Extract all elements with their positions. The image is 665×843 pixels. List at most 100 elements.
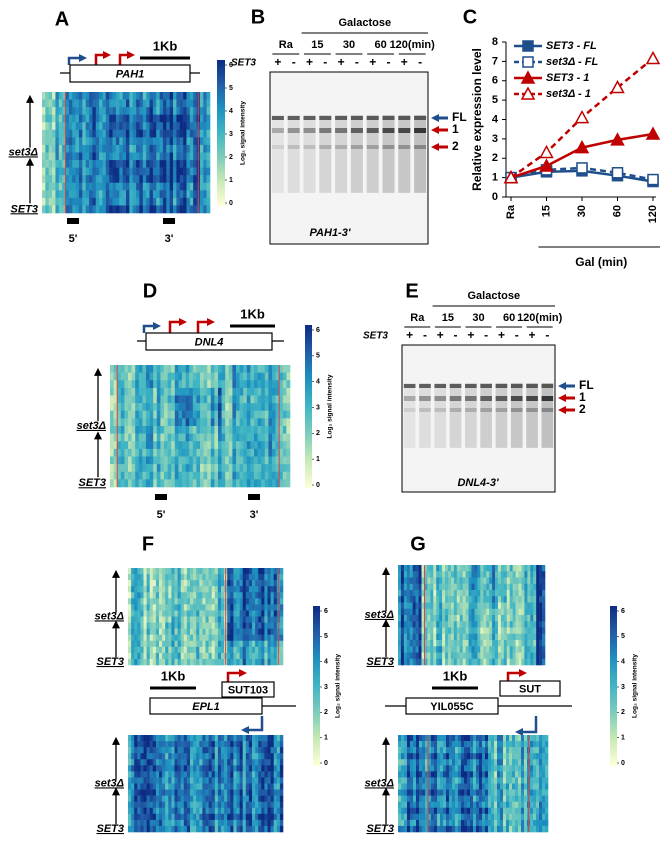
heatmap-cell xyxy=(143,801,147,809)
heatmap-cell xyxy=(92,122,97,131)
heatmap-cell xyxy=(228,372,233,381)
heatmap-cell xyxy=(99,99,103,108)
heatmap-cell xyxy=(156,152,160,161)
heatmap-cell xyxy=(196,592,200,599)
heatmap-cell xyxy=(117,448,122,457)
heatmap-cell xyxy=(146,152,150,161)
heatmap-cell xyxy=(264,801,268,809)
heatmap-cell xyxy=(286,448,291,457)
heatmap-cell xyxy=(42,107,46,115)
heatmap-cell xyxy=(155,646,160,654)
heatmap-cell xyxy=(126,167,130,176)
heatmap-cell xyxy=(183,819,188,827)
heatmap-cell xyxy=(270,825,274,833)
heatmap-cell xyxy=(433,627,437,635)
heatmap-cell xyxy=(180,568,185,575)
heatmap-cell xyxy=(75,182,80,191)
heatmap-cell xyxy=(183,789,188,796)
heatmap-cell xyxy=(192,441,197,450)
heatmap-cell xyxy=(183,783,188,790)
heatmap-cell xyxy=(149,747,154,754)
heatmap-cell xyxy=(221,759,225,766)
heatmap-cell xyxy=(143,819,147,827)
heatmap-cell xyxy=(497,583,502,591)
heatmap-cell xyxy=(422,819,426,827)
heatmap-cell xyxy=(128,568,132,575)
heatmap-cell xyxy=(203,387,208,396)
heatmap-cell xyxy=(169,137,174,146)
heatmap-cell xyxy=(509,652,513,660)
heatmap-cell xyxy=(494,789,498,796)
heatmap-cell xyxy=(467,825,471,833)
heatmap-cell xyxy=(140,759,144,766)
heatmap-cell xyxy=(239,652,243,660)
heatmap-cell xyxy=(120,372,125,381)
heatmap-cell xyxy=(446,735,450,742)
heatmap-cell xyxy=(128,426,132,434)
heatmap-cell xyxy=(470,765,474,772)
heatmap-cell xyxy=(409,608,413,616)
heatmap-cell xyxy=(412,633,416,641)
heatmap-cell xyxy=(512,583,516,591)
heatmap-cell xyxy=(115,160,120,168)
heatmap-cell xyxy=(433,565,437,572)
heatmap-cell xyxy=(479,777,483,784)
heatmap-cell xyxy=(476,771,480,778)
heatmap-cell xyxy=(55,205,60,214)
heatmap-cell xyxy=(471,590,475,597)
heatmap-cell xyxy=(268,479,273,488)
heatmap-cell xyxy=(225,418,230,427)
heatmap-cell xyxy=(138,456,143,465)
heatmap-cell xyxy=(146,628,150,635)
heatmap-cell xyxy=(449,825,453,833)
heatmap-cell xyxy=(270,765,274,772)
heatmap-cell xyxy=(129,92,134,100)
heatmap-cell xyxy=(261,456,266,465)
heatmap-cell xyxy=(497,608,502,616)
heatmap-cell xyxy=(190,652,194,660)
heatmap-cell xyxy=(404,807,408,815)
heatmap-cell xyxy=(165,592,169,599)
heatmap-cell xyxy=(92,205,97,214)
heatmap-cell xyxy=(412,646,416,653)
heatmap-cell xyxy=(149,604,154,611)
heatmap-cell xyxy=(82,205,86,214)
heatmap-cell xyxy=(489,646,493,653)
heatmap-cell xyxy=(129,152,134,161)
heatmap-cell xyxy=(539,608,543,616)
heatmap-cell xyxy=(232,456,237,465)
heatmap-cell xyxy=(78,144,83,153)
heatmap-cell xyxy=(149,144,154,153)
heatmap-cell xyxy=(524,747,528,754)
heatmap-cell xyxy=(449,747,453,754)
heatmap-cell xyxy=(196,479,201,488)
heatmap-cell xyxy=(403,627,408,635)
heatmap-cell xyxy=(162,652,166,660)
heatmap-cell xyxy=(149,426,154,434)
heatmap-cell xyxy=(258,646,262,654)
heatmap-cell xyxy=(536,795,540,802)
heatmap-cell xyxy=(512,735,516,742)
heatmap-cell xyxy=(524,741,528,748)
heatmap-cell xyxy=(137,783,141,790)
heatmap-cell xyxy=(418,577,422,585)
heatmap-cell xyxy=(48,122,53,131)
heatmap-cell xyxy=(536,652,540,660)
heatmap-cell xyxy=(109,122,113,131)
heatmap-cell xyxy=(239,640,243,648)
heatmap-cell xyxy=(135,410,140,419)
heatmap-cell xyxy=(239,741,243,748)
heatmap-cell xyxy=(110,403,114,412)
heatmap-cell xyxy=(261,598,265,605)
heatmap-cell xyxy=(250,471,255,480)
heatmap-cell xyxy=(491,789,495,796)
heatmap-cell xyxy=(512,640,516,647)
heatmap-cell xyxy=(178,471,183,480)
heatmap-cell xyxy=(214,759,219,766)
heatmap-cell xyxy=(489,615,493,622)
heatmap-cell xyxy=(193,616,197,623)
heatmap-cell xyxy=(272,395,276,404)
heatmap-cell xyxy=(139,107,144,115)
heatmap-cell xyxy=(82,175,86,184)
heatmap-cell xyxy=(230,610,234,617)
